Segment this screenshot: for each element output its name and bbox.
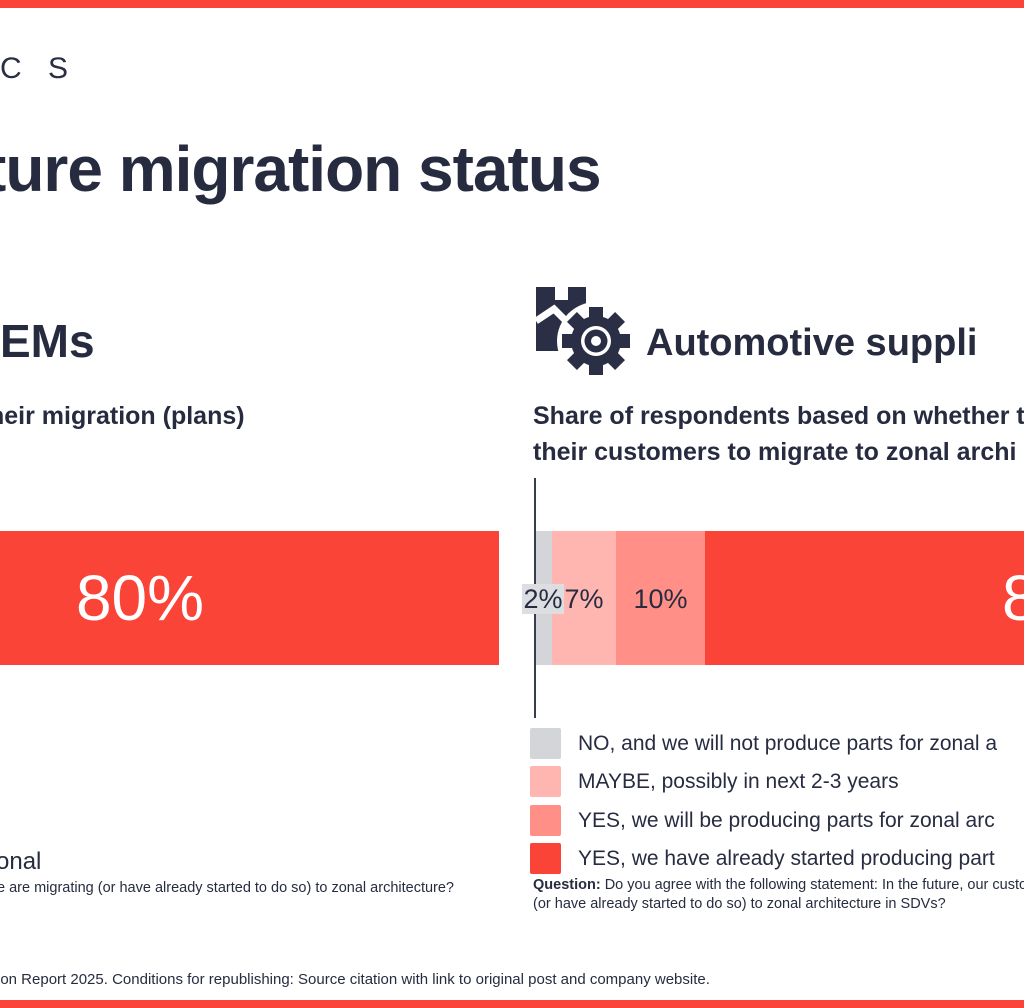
top-accent-bar	[0, 0, 1024, 8]
page-title: ture migration status	[0, 133, 602, 205]
segment-yes-will	[616, 531, 705, 665]
footer-source-text: ion Report 2025. Conditions for republis…	[0, 971, 710, 988]
brand-logo: C S	[0, 52, 78, 85]
right-question-text: Question: Do you agree with the followin…	[533, 876, 1024, 914]
legend-label-yes-started: YES, we have already started producing p…	[578, 846, 995, 870]
right-question-line1: Question: Do you agree with the followin…	[533, 876, 1024, 895]
segment-label-no: 2%	[522, 583, 564, 614]
left-legend-label-fragment: onal	[0, 848, 42, 875]
oem-bar	[0, 531, 499, 665]
segment-label-maybe: 7%	[564, 583, 604, 614]
oem-bar-value-label: 80%	[75, 562, 205, 634]
legend-label-no: NO, and we will not produce parts for zo…	[578, 731, 998, 755]
legend-item-yes-will: YES, we will be producing parts for zona…	[530, 805, 995, 836]
left-panel-heading: EMs	[0, 315, 95, 367]
left-panel-subtitle: heir migration (plans)	[0, 402, 245, 430]
segment-label-yes-started: 8	[1002, 562, 1024, 634]
segment-label-yes-will: 10%	[633, 583, 688, 614]
right-question-line2: (or have already started to do so) to zo…	[533, 896, 946, 912]
left-question-text: e are migrating (or have already started…	[0, 880, 454, 896]
legend-label-maybe: MAYBE, possibly in next 2-3 years	[578, 769, 899, 793]
legend-label-yes-will: YES, we will be producing parts for zona…	[578, 808, 995, 832]
right-panel-subtitle: Share of respondents based on whether t …	[533, 398, 1024, 470]
bottom-accent-bar	[0, 1000, 1024, 1008]
legend-item-yes-started: YES, we have already started producing p…	[530, 843, 995, 874]
right-question-prefix: Question:	[533, 877, 601, 893]
legend-swatch-no	[530, 728, 561, 759]
right-panel-heading: Automotive suppli	[646, 322, 978, 364]
legend-item-no: NO, and we will not produce parts for zo…	[530, 728, 997, 759]
package-gear-icon	[534, 287, 632, 380]
right-subtitle-line1: Share of respondents based on whether t	[533, 402, 1024, 430]
legend-item-maybe: MAYBE, possibly in next 2-3 years	[530, 766, 899, 797]
segment-yes-started	[705, 531, 1024, 665]
legend-swatch-yes-will	[530, 805, 561, 836]
legend-swatch-yes-started	[530, 843, 561, 874]
legend-swatch-maybe	[530, 766, 561, 797]
right-subtitle-line2: their customers to migrate to zonal arch…	[533, 438, 1017, 466]
right-question-line1-text: Do you agree with the following statemen…	[604, 877, 1024, 893]
